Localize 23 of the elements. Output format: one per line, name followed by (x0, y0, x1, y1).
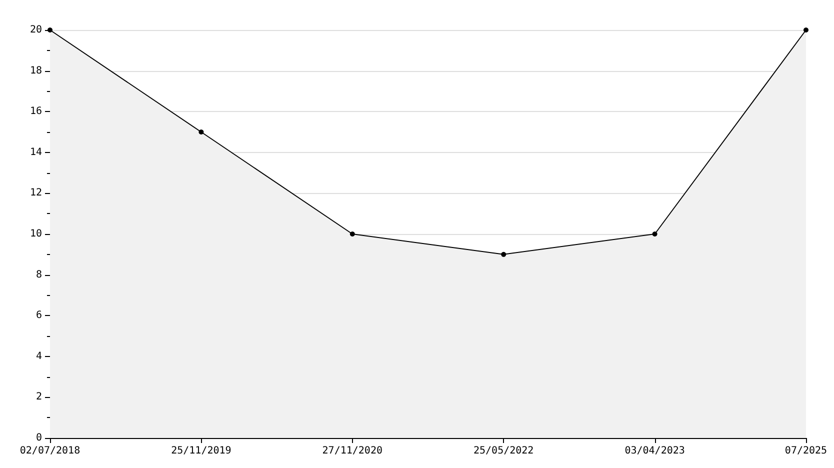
x-tick-label: 25/05/2022 (473, 446, 534, 456)
point (652, 232, 658, 236)
y-tick-label: 16 (30, 106, 42, 118)
y-tick-label: 4 (36, 350, 42, 362)
point (350, 232, 355, 236)
x-tick-label: 25/11/2019 (171, 446, 232, 456)
x-tick-label: 02/07/2018 (20, 446, 80, 456)
y-tick-label: 6 (36, 310, 42, 322)
y-tick-label: 12 (30, 188, 42, 199)
y-tick-label: 8 (36, 269, 42, 280)
point (48, 28, 52, 32)
point (804, 28, 808, 32)
x-tick-label: 07/2025 (784, 446, 828, 456)
y-tick-label: 18 (30, 65, 42, 76)
point (198, 130, 204, 134)
y-tick-label: 0 (36, 432, 42, 444)
y-tick-label: 2 (36, 392, 42, 403)
point (501, 252, 506, 257)
y-tick-label: 14 (30, 146, 42, 158)
x-tick-label: 27/11/2020 (322, 446, 383, 456)
x-tick-label: 03/04/2023 (624, 446, 685, 456)
y-tick-label: 10 (30, 228, 42, 240)
y-tick-label: 20 (30, 24, 42, 36)
